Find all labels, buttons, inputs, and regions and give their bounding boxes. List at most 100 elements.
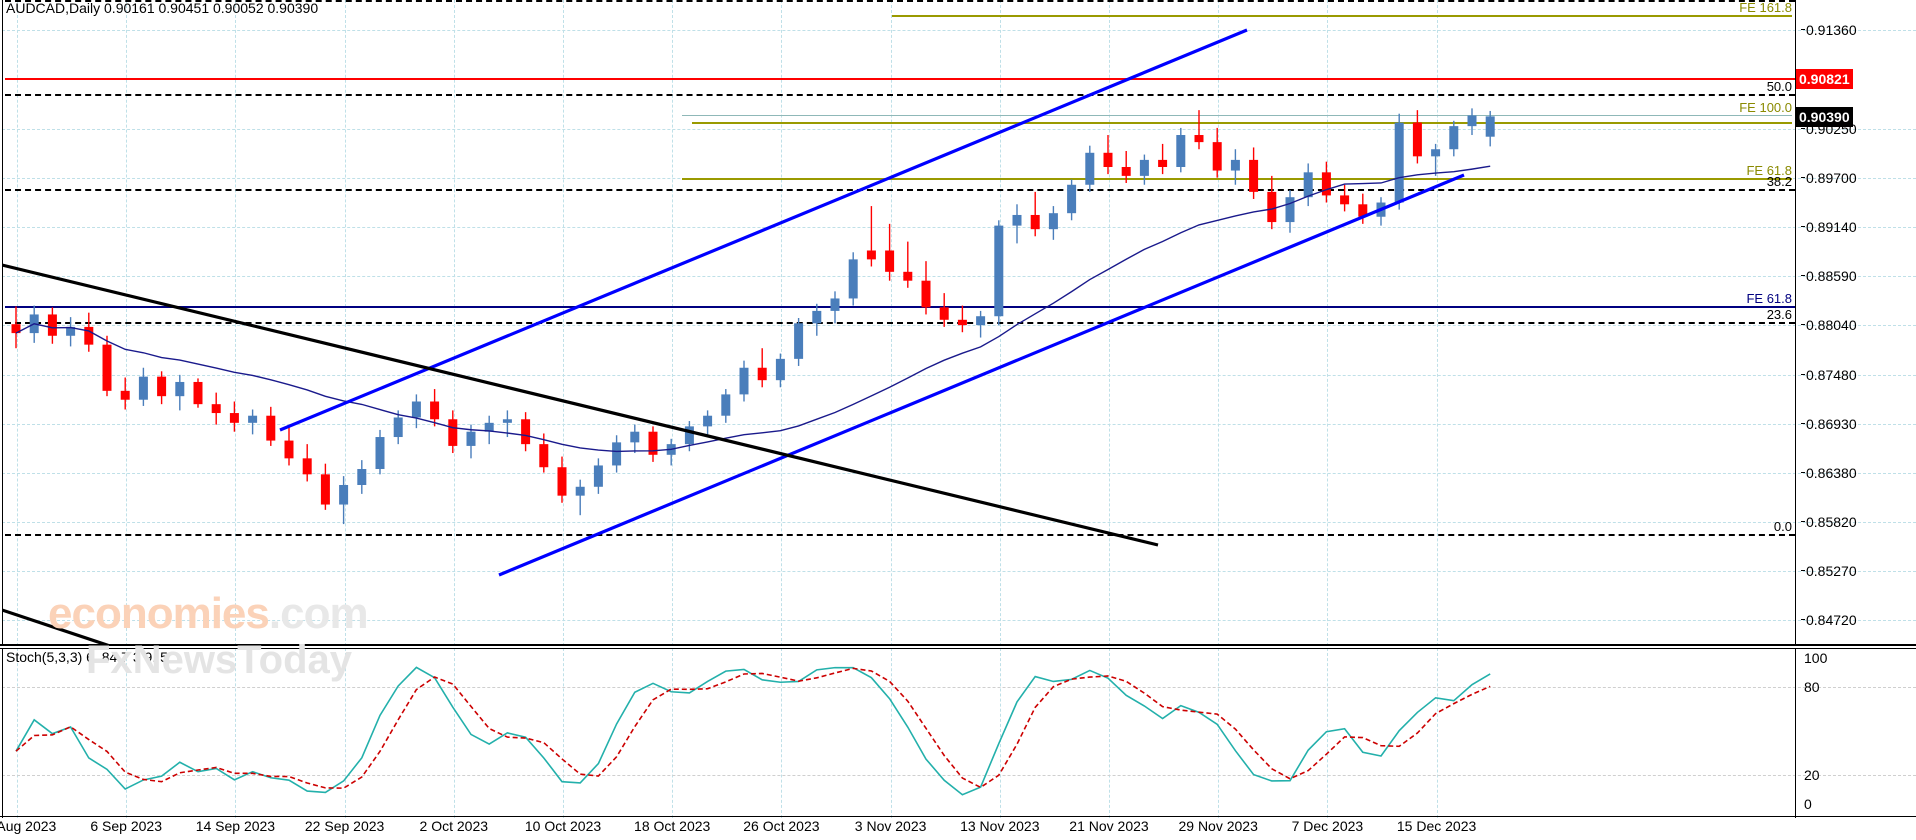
candle-body: [903, 271, 913, 281]
candle-body: [1012, 214, 1022, 226]
level-line: [682, 177, 1792, 180]
watermark-brand-tld: .com: [268, 589, 369, 638]
stoch-gridline-vertical: [16, 648, 18, 818]
candle-body: [1067, 184, 1077, 214]
candle-body: [1085, 152, 1095, 185]
candle-body: [1212, 142, 1222, 171]
price-panel-bottom-border: [0, 644, 1916, 646]
candle-body: [612, 442, 622, 466]
stoch-gridline-vertical: [453, 648, 455, 818]
candle-body: [1158, 159, 1168, 167]
price-axis[interactable]: 0.91360 0.90250 0.89700 0.89140 0.88590 0.880…: [1796, 0, 1916, 646]
candle-body: [393, 417, 403, 438]
date-axis-label: 2 Oct 2023: [419, 818, 489, 834]
level-line: [5, 533, 1795, 536]
level-line: [5, 306, 1795, 309]
level-line: [5, 189, 1795, 192]
candle-body: [684, 426, 694, 445]
date-axis: 29 Aug 2023 6 Sep 2023 14 Sep 2023 22 Sep 2…: [0, 818, 1916, 840]
stochastic-series: [15, 666, 1491, 796]
candle-body: [1176, 135, 1186, 167]
price-axis-tick: 0.84720: [1801, 612, 1857, 629]
level-line: [892, 15, 1792, 18]
candle-body: [120, 390, 130, 400]
ascending-channel-upper-line: [279, 28, 1248, 432]
candle-body: [921, 280, 931, 308]
price-gridline-horizontal: [2, 522, 1916, 524]
candle-body: [1194, 135, 1204, 143]
price-axis-tick: 0.91360: [1801, 22, 1857, 39]
candle-body: [102, 344, 112, 391]
candle-body: [1048, 213, 1058, 230]
stoch-axis-tick: 100: [1804, 650, 1828, 666]
candle-body: [703, 415, 713, 427]
stochastic-plot-area[interactable]: [2, 648, 1916, 818]
descending-trendline-extension: [2, 608, 116, 646]
chart-title: AUDCAD,Daily 0.90161 0.90451 0.90052 0.9…: [6, 0, 319, 16]
price-axis-tick: 0.86930: [1801, 415, 1857, 432]
candle-body: [593, 465, 603, 487]
stoch-gridline-vertical: [234, 648, 236, 818]
date-axis-label: 18 Oct 2023: [634, 818, 711, 834]
level-line: [5, 0, 1795, 2]
candle-body: [211, 404, 221, 414]
stoch-gridline-horizontal: [2, 687, 1916, 689]
candle-body: [302, 458, 312, 475]
candle-body: [266, 415, 276, 441]
stochastic-axis[interactable]: 100 80 20 0: [1798, 648, 1916, 818]
stoch-axis-tick: 20: [1804, 766, 1820, 783]
stoch-k-line: [15, 666, 1491, 796]
price-axis-tick: 0.87480: [1801, 366, 1857, 383]
stoch-gridline-vertical: [344, 648, 346, 818]
price-axis-tick: 0.85820: [1801, 514, 1857, 531]
date-axis-label: 14 Sep 2023: [195, 818, 276, 834]
stoch-gridline-vertical: [562, 648, 564, 818]
stoch-axis-left-border: [2, 648, 3, 818]
candle-body: [157, 376, 167, 397]
price-axis-right-border: [1795, 0, 1796, 646]
stoch-axis-right-border: [1795, 648, 1796, 818]
candle-body: [976, 316, 986, 326]
candle-body: [1230, 159, 1240, 171]
candle-body: [47, 314, 57, 336]
candle-body: [830, 298, 840, 311]
candle-body: [539, 444, 549, 468]
price-axis-tick: 0.88040: [1801, 317, 1857, 334]
candle-body: [1412, 122, 1422, 157]
level-label: FE 161.8: [1739, 0, 1792, 16]
candle-body: [1139, 159, 1149, 176]
candle-body: [757, 367, 767, 381]
price-plot-area[interactable]: [2, 0, 1916, 646]
date-axis-label: 29 Aug 2023: [0, 818, 57, 834]
candle-body: [775, 358, 785, 381]
candle-body: [866, 250, 876, 260]
stoch-gridline-vertical: [999, 648, 1001, 818]
level-label: 0.0: [1773, 518, 1792, 534]
date-axis-label: 6 Sep 2023: [90, 818, 162, 834]
stoch-gridline-vertical: [890, 648, 892, 818]
level-label: FE 61.8: [1746, 162, 1792, 178]
candle-body: [1121, 166, 1131, 176]
date-axis-label: 26 Oct 2023: [743, 818, 820, 834]
stoch-gridline-vertical: [1436, 648, 1438, 818]
candle-body: [357, 469, 367, 485]
stoch-gridline-vertical: [1326, 648, 1328, 818]
date-axis-label: 15 Dec 2023: [1396, 818, 1477, 834]
descending-trendline: [2, 263, 1159, 547]
candle-body: [939, 307, 949, 320]
candle-body: [466, 431, 476, 446]
candle-body: [448, 419, 458, 446]
candle-body: [175, 381, 185, 397]
price-panel: AUDCAD,Daily 0.90161 0.90451 0.90052 0.9…: [0, 0, 1916, 646]
candle-body: [1467, 115, 1477, 127]
level-line: [5, 94, 1795, 97]
candle-body: [375, 437, 385, 470]
ascending-channel-lower-line: [498, 173, 1465, 577]
date-axis-label: 13 Nov 2023: [960, 818, 1040, 834]
price-gridline-horizontal: [2, 620, 1916, 622]
price-axis-tick: 0.89700: [1801, 169, 1857, 186]
price-axis-left-border: [2, 0, 3, 646]
moving-average-line: [15, 165, 1491, 453]
candle-body: [1431, 149, 1441, 157]
stoch-panel-top-border: [0, 648, 1916, 649]
